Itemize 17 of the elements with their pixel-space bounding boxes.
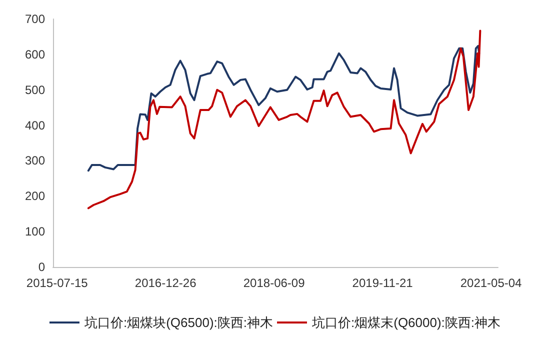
y-tick-label: 0: [38, 260, 46, 274]
legend-label: 坑口价:烟煤末(Q6000):陕西:神木: [311, 315, 501, 330]
y-tick-label: 100: [24, 224, 46, 239]
line-series: [87, 44, 480, 172]
line-series: [87, 30, 482, 210]
y-tick-label: 400: [24, 118, 46, 132]
legend-label: 坑口价:烟煤块(Q6500):陕西:神木: [83, 315, 274, 330]
x-tick-label: 2021-05-04: [460, 276, 522, 290]
y-tick-label: 200: [24, 189, 46, 204]
x-tick-label: 2016-12-26: [134, 276, 197, 290]
y-tick-label: 300: [24, 154, 46, 168]
x-tick-label: 2018-06-09: [243, 276, 306, 290]
y-tick-label: 700: [24, 12, 46, 26]
x-tick-label: 2015-07-15: [26, 276, 88, 290]
y-tick-label: 500: [24, 82, 46, 97]
y-tick-label: 600: [24, 47, 46, 62]
x-tick-label: 2019-11-21: [352, 276, 414, 290]
